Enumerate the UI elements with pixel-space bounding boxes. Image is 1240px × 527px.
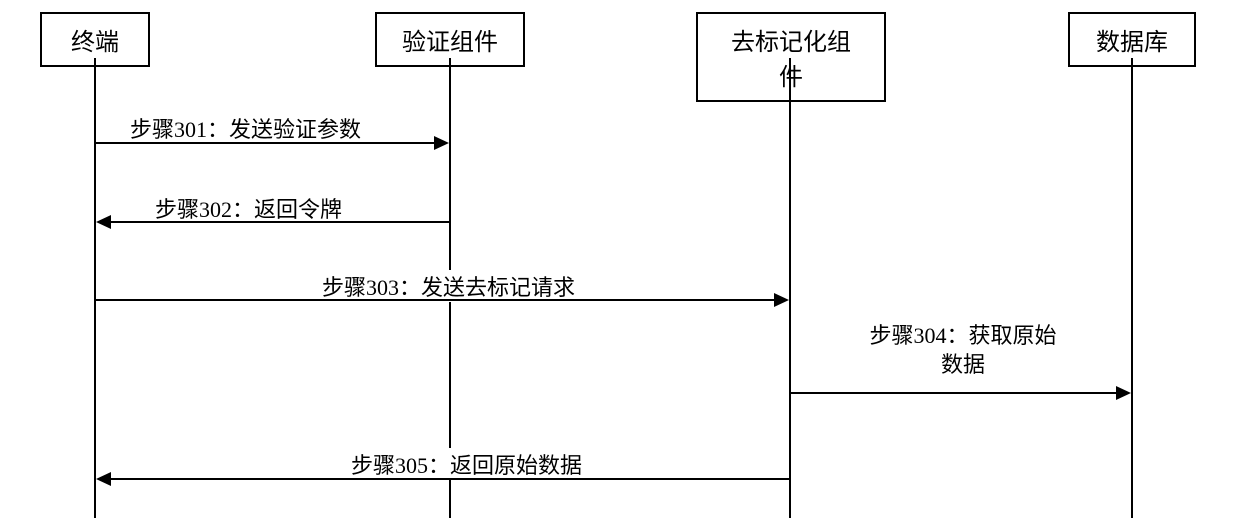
message-label-line1: 步骤304：获取原始 (842, 322, 1084, 351)
message-arrow-302 (110, 221, 451, 223)
message-arrow-304 (791, 392, 1118, 394)
message-arrow-305 (110, 478, 791, 480)
message-label-303: 步骤303：发送去标记请求 (322, 270, 575, 302)
arrow-head-icon (774, 293, 789, 307)
message-label-301: 步骤301：发送验证参数 (130, 112, 361, 144)
message-label-304: 步骤304：获取原始 数据 (842, 322, 1084, 379)
participant-label: 验证组件 (402, 30, 498, 56)
message-label-305: 步骤305：返回原始数据 (351, 448, 582, 480)
lifeline-db (1131, 58, 1133, 518)
lifeline-terminal (94, 58, 96, 518)
arrow-head-icon (434, 136, 449, 150)
arrow-head-icon (96, 472, 111, 486)
arrow-head-icon (96, 215, 111, 229)
lifeline-detok (789, 58, 791, 518)
message-label-302: 步骤302：返回令牌 (155, 192, 342, 224)
participant-label: 终端 (71, 30, 119, 56)
message-label-line2: 数据 (842, 351, 1084, 380)
participant-label: 数据库 (1096, 30, 1168, 56)
message-arrow-303 (96, 299, 776, 301)
participant-label: 去标记化组件 (731, 30, 851, 91)
message-arrow-301 (96, 142, 436, 144)
participant-detok: 去标记化组件 (696, 12, 886, 102)
arrow-head-icon (1116, 386, 1131, 400)
